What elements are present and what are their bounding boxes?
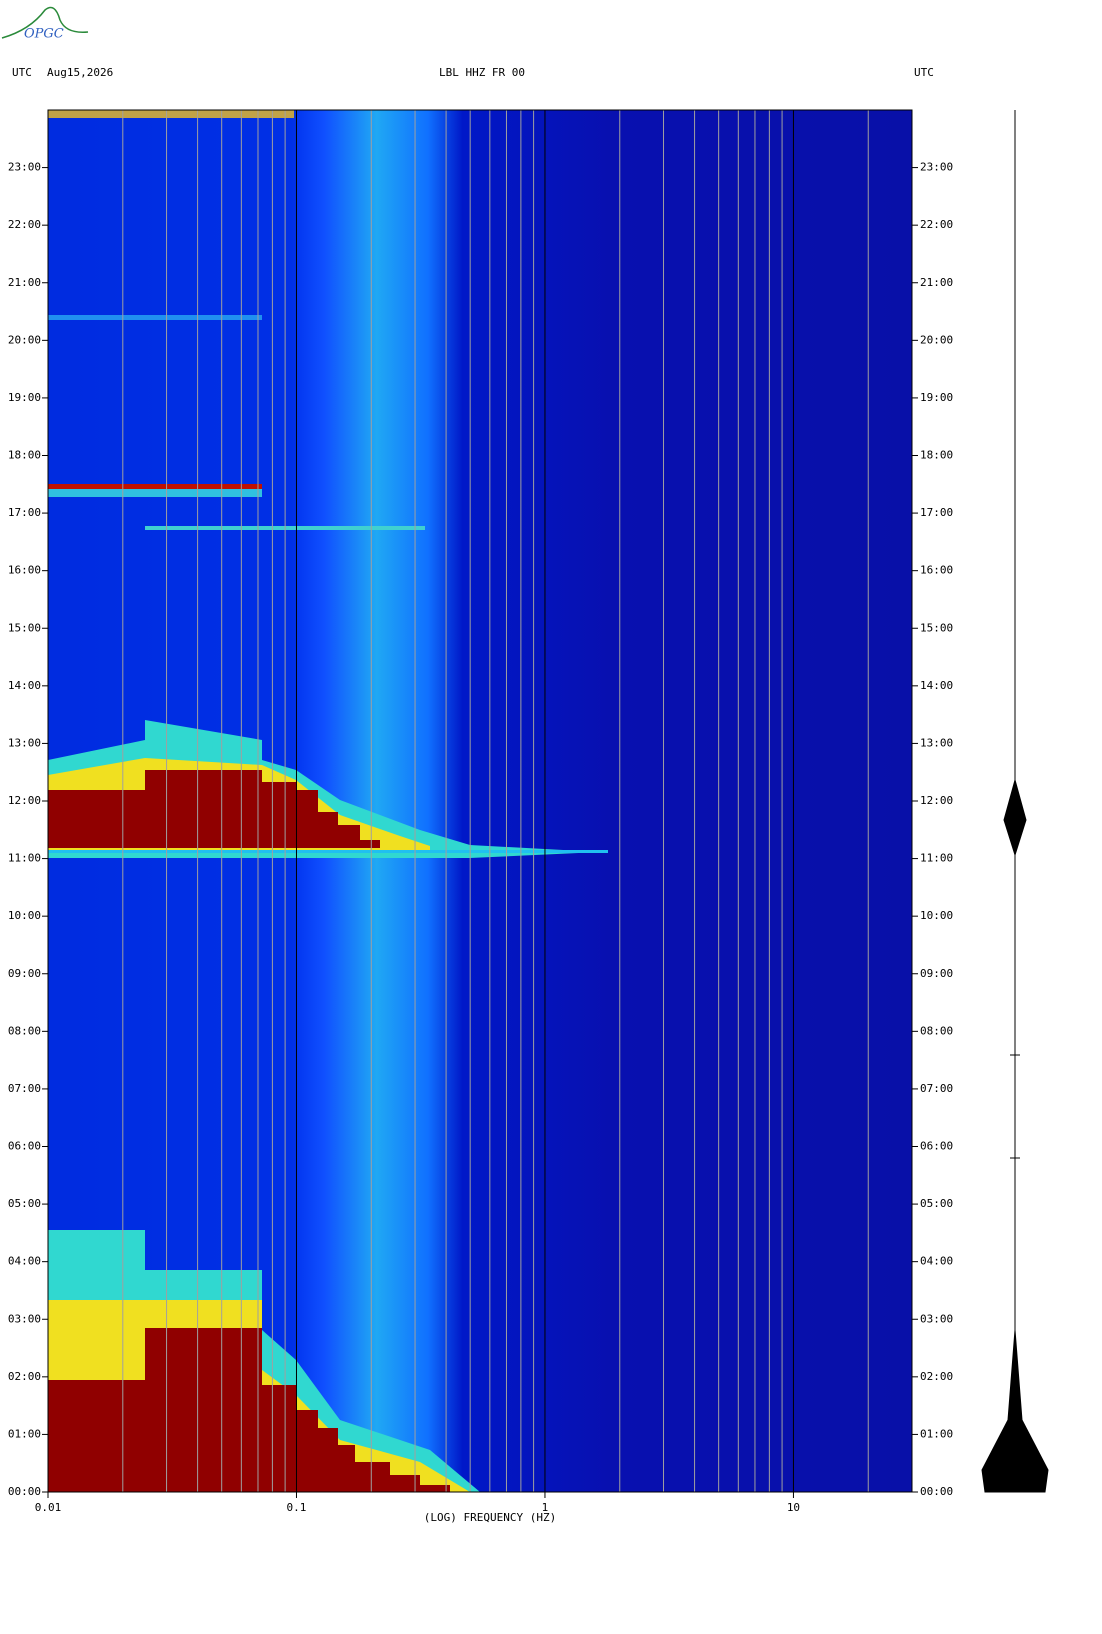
y-tick-label: 03:00 <box>920 1312 953 1325</box>
time-zone-label: UTC <box>12 66 32 79</box>
y-tick-label: 12:00 <box>920 794 953 807</box>
x-axis-label: (LOG) FREQUENCY (HZ) <box>424 1511 556 1524</box>
y-tick-label: 01:00 <box>920 1427 953 1440</box>
spectrogram-region <box>48 1328 450 1492</box>
y-tick-label: 02:00 <box>8 1370 41 1383</box>
y-tick-label: 09:00 <box>8 967 41 980</box>
y-tick-label: 10:00 <box>920 909 953 922</box>
logo-mark <box>1 6 89 39</box>
y-tick-label: 16:00 <box>920 564 953 577</box>
y-tick-label: 23:00 <box>8 161 41 174</box>
x-tick-label: 10 <box>787 1501 800 1514</box>
y-tick-label: 08:00 <box>8 1024 41 1037</box>
y-tick-label: 11:00 <box>8 852 41 865</box>
y-tick-label: 07:00 <box>8 1082 41 1095</box>
logo: OPGC <box>24 27 64 42</box>
y-tick-label: 05:00 <box>8 1197 41 1210</box>
y-tick-label: 06:00 <box>8 1140 41 1153</box>
y-tick-label: 06:00 <box>920 1140 953 1153</box>
y-tick-label: 04:00 <box>920 1255 953 1268</box>
y-tick-label: 17:00 <box>920 506 953 519</box>
seismogram <box>981 110 1049 1493</box>
y-tick-label: 11:00 <box>920 852 953 865</box>
x-tick-label: 0.01 <box>35 1501 62 1514</box>
spectrogram-region <box>48 315 262 320</box>
y-tick-label: 14:00 <box>920 679 953 692</box>
y-tick-label: 00:00 <box>8 1485 41 1498</box>
x-tick-label: 1 <box>542 1501 549 1514</box>
date-label: Aug15,2026 <box>47 66 113 79</box>
y-tick-label: 16:00 <box>8 564 41 577</box>
y-tick-label: 13:00 <box>8 736 41 749</box>
y-tick-label: 12:00 <box>8 794 41 807</box>
spectrogram-region <box>48 484 262 489</box>
y-tick-label: 04:00 <box>8 1255 41 1268</box>
y-tick-label: 07:00 <box>920 1082 953 1095</box>
spectrogram-region <box>48 850 608 853</box>
y-tick-label: 22:00 <box>920 218 953 231</box>
y-tick-label: 21:00 <box>8 276 41 289</box>
y-tick-label: 09:00 <box>920 967 953 980</box>
y-tick-label: 20:00 <box>920 333 953 346</box>
spectrogram-region <box>48 770 380 848</box>
y-tick-label: 05:00 <box>920 1197 953 1210</box>
y-tick-label: 01:00 <box>8 1427 41 1440</box>
x-tick-label: 0.1 <box>287 1501 307 1514</box>
y-tick-label: 23:00 <box>920 161 953 174</box>
y-tick-label: 03:00 <box>8 1312 41 1325</box>
spectrogram-region <box>48 489 262 497</box>
spectrogram-region <box>48 110 294 118</box>
plot-frame <box>47 109 913 1493</box>
chart-title: LBL HHZ FR 00 <box>439 66 525 79</box>
y-tick-label: 19:00 <box>920 391 953 404</box>
y-tick-label: 08:00 <box>920 1024 953 1037</box>
y-tick-label: 17:00 <box>8 506 41 519</box>
time-zone-label: UTC <box>914 66 934 79</box>
y-tick-label: 18:00 <box>8 449 41 462</box>
y-tick-label: 22:00 <box>8 218 41 231</box>
y-tick-label: 19:00 <box>8 391 41 404</box>
spectrogram <box>48 110 912 1492</box>
y-tick-label: 10:00 <box>8 909 41 922</box>
y-tick-label: 02:00 <box>920 1370 953 1383</box>
y-tick-label: 14:00 <box>8 679 41 692</box>
y-tick-label: 20:00 <box>8 333 41 346</box>
axes <box>42 110 918 1498</box>
y-tick-label: 00:00 <box>920 1485 953 1498</box>
y-tick-label: 13:00 <box>920 736 953 749</box>
y-tick-label: 18:00 <box>920 449 953 462</box>
y-tick-label: 15:00 <box>920 621 953 634</box>
y-tick-label: 21:00 <box>920 276 953 289</box>
y-tick-label: 15:00 <box>8 621 41 634</box>
